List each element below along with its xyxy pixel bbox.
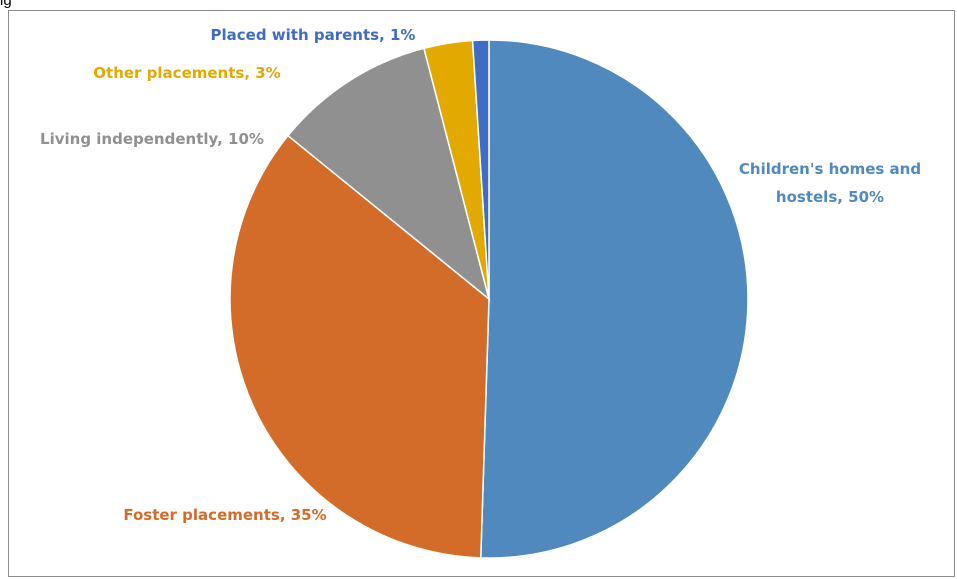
data-label-children-s-homes-and-hostels: Children's homes and hostels, 50% <box>739 160 921 206</box>
data-label-other-placements: Other placements, 3% <box>93 64 280 82</box>
pie-slice-foster-placements <box>229 134 490 559</box>
pie-labels: Children's homes and hostels, 50% Foster p… <box>40 26 921 524</box>
pie-slice-placed-with-parents <box>471 39 490 300</box>
pie-slices <box>229 39 749 559</box>
figure-caption: ig <box>0 0 12 9</box>
pie-slice-children-s-homes-and-hostels <box>480 39 749 559</box>
data-label-placed-with-parents: Placed with parents, 1% <box>211 26 416 44</box>
data-label-foster-placements: Foster placements, 35% <box>123 506 326 524</box>
data-label-living-independently: Living independently, 10% <box>40 130 264 148</box>
pie-slice-living-independently <box>286 47 491 302</box>
